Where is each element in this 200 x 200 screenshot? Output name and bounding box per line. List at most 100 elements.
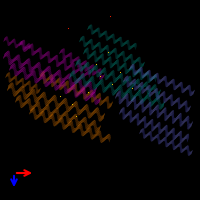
Polygon shape	[48, 53, 50, 58]
Polygon shape	[149, 75, 151, 80]
Polygon shape	[103, 46, 105, 51]
Polygon shape	[96, 107, 98, 113]
Polygon shape	[137, 57, 139, 61]
Polygon shape	[15, 79, 17, 83]
Polygon shape	[82, 61, 85, 65]
Polygon shape	[57, 62, 59, 67]
Polygon shape	[20, 79, 22, 83]
Polygon shape	[172, 140, 174, 144]
Polygon shape	[130, 83, 132, 88]
Polygon shape	[98, 113, 100, 119]
Polygon shape	[79, 79, 82, 86]
Polygon shape	[19, 86, 21, 93]
Polygon shape	[142, 89, 144, 94]
Polygon shape	[99, 75, 102, 79]
Polygon shape	[25, 74, 27, 80]
Polygon shape	[15, 42, 16, 46]
Polygon shape	[68, 121, 70, 126]
Polygon shape	[157, 111, 159, 117]
Polygon shape	[173, 130, 175, 136]
Polygon shape	[70, 54, 72, 59]
Polygon shape	[82, 131, 84, 136]
Polygon shape	[10, 41, 11, 45]
Polygon shape	[146, 93, 148, 100]
Polygon shape	[107, 98, 109, 104]
Polygon shape	[95, 57, 97, 62]
Polygon shape	[28, 43, 30, 47]
Polygon shape	[180, 135, 182, 141]
Polygon shape	[33, 85, 34, 89]
Polygon shape	[64, 64, 66, 69]
Polygon shape	[51, 79, 53, 85]
Polygon shape	[33, 71, 35, 77]
Polygon shape	[137, 79, 139, 84]
Polygon shape	[84, 130, 86, 135]
Polygon shape	[89, 69, 91, 75]
Polygon shape	[129, 110, 132, 116]
Polygon shape	[17, 81, 19, 85]
Polygon shape	[157, 122, 159, 127]
Polygon shape	[76, 104, 78, 110]
Polygon shape	[178, 101, 180, 107]
Polygon shape	[83, 88, 85, 93]
Polygon shape	[73, 102, 75, 108]
Polygon shape	[93, 88, 96, 94]
Polygon shape	[190, 91, 192, 96]
Polygon shape	[99, 97, 101, 103]
Polygon shape	[17, 81, 18, 85]
Polygon shape	[85, 67, 88, 72]
Polygon shape	[9, 42, 10, 46]
Polygon shape	[180, 118, 182, 125]
Polygon shape	[6, 37, 8, 41]
Polygon shape	[181, 83, 183, 88]
Polygon shape	[91, 133, 93, 138]
Polygon shape	[109, 51, 111, 56]
Polygon shape	[155, 89, 157, 95]
Polygon shape	[92, 66, 94, 71]
Polygon shape	[94, 55, 96, 60]
Polygon shape	[101, 100, 103, 106]
Polygon shape	[108, 104, 110, 109]
Polygon shape	[18, 87, 20, 94]
Polygon shape	[75, 114, 77, 120]
Polygon shape	[124, 114, 126, 120]
Polygon shape	[70, 121, 72, 126]
Polygon shape	[189, 88, 191, 93]
Polygon shape	[26, 74, 28, 80]
Polygon shape	[176, 144, 178, 148]
Polygon shape	[106, 96, 108, 101]
Polygon shape	[71, 124, 73, 130]
Polygon shape	[158, 80, 160, 84]
Polygon shape	[99, 131, 101, 136]
Polygon shape	[109, 35, 111, 40]
Polygon shape	[54, 96, 56, 102]
Polygon shape	[74, 58, 76, 62]
Polygon shape	[89, 69, 91, 75]
Polygon shape	[48, 99, 51, 105]
Polygon shape	[156, 90, 158, 95]
Polygon shape	[76, 78, 78, 84]
Polygon shape	[109, 136, 111, 141]
Polygon shape	[28, 73, 30, 79]
Polygon shape	[127, 82, 129, 87]
Polygon shape	[180, 147, 182, 151]
Polygon shape	[132, 60, 133, 64]
Polygon shape	[67, 81, 69, 86]
Polygon shape	[58, 103, 60, 109]
Polygon shape	[128, 44, 130, 48]
Polygon shape	[44, 80, 47, 86]
Polygon shape	[126, 89, 128, 95]
Polygon shape	[78, 121, 81, 126]
Polygon shape	[141, 83, 143, 88]
Polygon shape	[24, 72, 26, 78]
Polygon shape	[36, 90, 38, 94]
Polygon shape	[188, 150, 189, 154]
Polygon shape	[74, 89, 76, 94]
Polygon shape	[159, 140, 161, 144]
Polygon shape	[84, 81, 87, 87]
Polygon shape	[9, 42, 10, 46]
Polygon shape	[161, 138, 163, 143]
Polygon shape	[94, 121, 96, 127]
Polygon shape	[175, 133, 178, 139]
Polygon shape	[64, 86, 66, 92]
